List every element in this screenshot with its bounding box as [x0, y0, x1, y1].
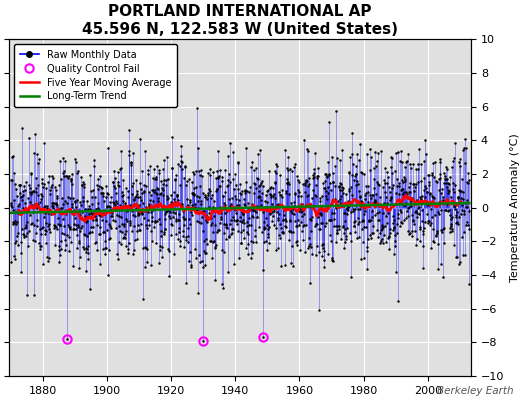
- Title: PORTLAND INTERNATIONAL AP
45.596 N, 122.583 W (United States): PORTLAND INTERNATIONAL AP 45.596 N, 122.…: [82, 4, 398, 36]
- Text: Berkeley Earth: Berkeley Earth: [437, 386, 514, 396]
- Y-axis label: Temperature Anomaly (°C): Temperature Anomaly (°C): [510, 133, 520, 282]
- Legend: Raw Monthly Data, Quality Control Fail, Five Year Moving Average, Long-Term Tren: Raw Monthly Data, Quality Control Fail, …: [14, 44, 177, 107]
